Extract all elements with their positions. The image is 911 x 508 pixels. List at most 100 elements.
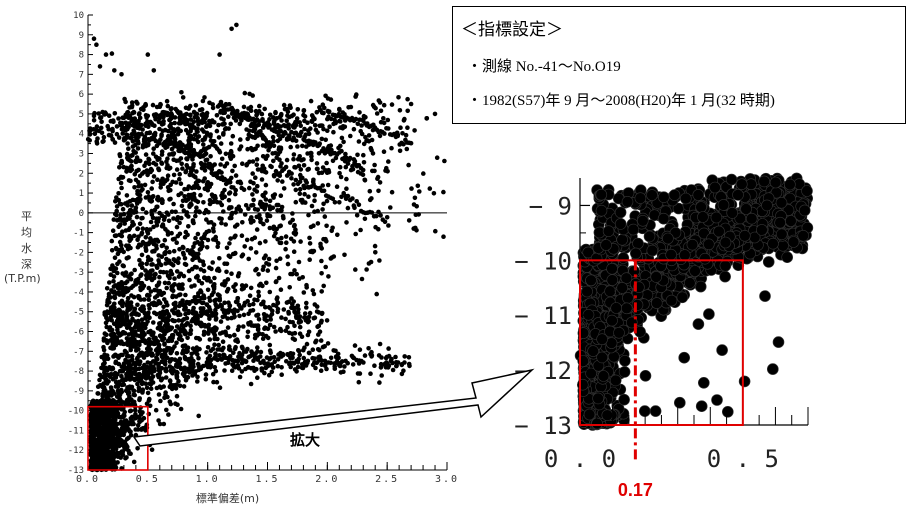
scatter-point [264,355,270,360]
scatter-point [170,179,175,185]
scatter-point [151,160,156,166]
scatter-point [156,197,161,203]
scatter-point [374,291,380,297]
scatter-point [103,320,109,326]
scatter-point [181,372,187,378]
scatter-point [270,193,276,199]
scatter-point [118,341,123,346]
scatter-point [227,205,232,210]
scatter-point [276,275,282,281]
scatter-point [111,268,117,274]
scatter-point [182,343,188,348]
scatter-point [301,163,307,168]
scatter-point [348,104,354,110]
scatter-point [159,149,165,154]
scatter-point [218,162,223,167]
scatter-point [396,95,401,100]
scatter-point [250,171,255,176]
scatter-point [291,239,297,244]
scatter-point [115,251,121,257]
scatter-point [139,188,144,193]
scatter-point [120,313,125,319]
scatter-point [247,185,252,191]
scatter-point [103,365,108,371]
scatter-point [414,204,420,209]
scatter-point [320,207,325,212]
scatter-point [274,202,280,208]
scatter-point [143,103,148,108]
scatter-point [434,155,440,160]
scatter-point [140,145,146,150]
scatter-point [333,155,339,161]
scatter-point [239,233,245,238]
scatter-point [204,112,209,117]
scatter-point [251,122,256,127]
scatter-point [115,270,120,276]
scatter-point [152,133,158,138]
scatter-point [117,308,122,313]
scatter-point [85,137,91,142]
scatter-point [284,240,289,245]
scatter-point [316,358,322,363]
scatter-point [151,248,157,254]
scatter-point [137,339,142,345]
scatter-point [169,146,175,152]
scatter-point [343,358,348,364]
scatter-point [273,230,278,236]
scatter-point [323,137,329,143]
scatter-point [181,273,187,279]
scatter-point [99,365,104,371]
scatter-point [211,229,216,234]
scatter-point [388,205,393,210]
scatter-point [145,254,151,260]
scatter-point [274,279,279,284]
scatter-point [110,421,116,426]
scatter-point [297,191,303,196]
scatter-point [217,216,222,221]
scatter-point [216,342,221,348]
scatter-point [237,121,243,127]
scatter-point [172,137,178,142]
scatter-point [109,449,115,454]
scatter-point [276,132,282,138]
scatter-point [325,182,331,188]
scatter-point [312,302,318,307]
scatter-point [246,311,251,317]
scatter-point [179,203,185,209]
scatter-point [312,123,318,128]
scatter-point [181,350,186,356]
scatter-point [289,176,294,181]
scatter-point [148,289,154,294]
scatter-point [369,353,375,358]
main-y-tick-label: -13 [68,466,84,476]
scatter-point [135,101,140,106]
scatter-point [176,285,182,291]
scatter-point [107,280,112,285]
scatter-point [185,117,190,123]
scatter-point [121,115,127,121]
scatter-point [375,176,380,181]
scatter-point [109,455,115,460]
scatter-point [178,191,184,196]
scatter-point [233,118,239,123]
scatter-point [177,231,183,237]
scatter-point [284,173,290,178]
scatter-point [233,250,238,256]
scatter-point [337,106,342,112]
scatter-point [294,271,300,277]
scatter-point [398,125,403,130]
scatter-point [105,309,110,314]
main-y-tick-label: 3 [79,149,84,159]
scatter-point [109,444,115,449]
scatter-point [123,418,129,423]
scatter-point [252,297,257,303]
scatter-point [156,166,161,171]
scatter-point [200,178,206,184]
scatter-point [389,102,395,107]
scatter-point [147,340,152,345]
scatter-point [252,206,258,212]
scatter-point [259,366,265,371]
scatter-point [385,361,390,366]
scatter-point [267,289,273,295]
scatter-point [127,216,132,221]
